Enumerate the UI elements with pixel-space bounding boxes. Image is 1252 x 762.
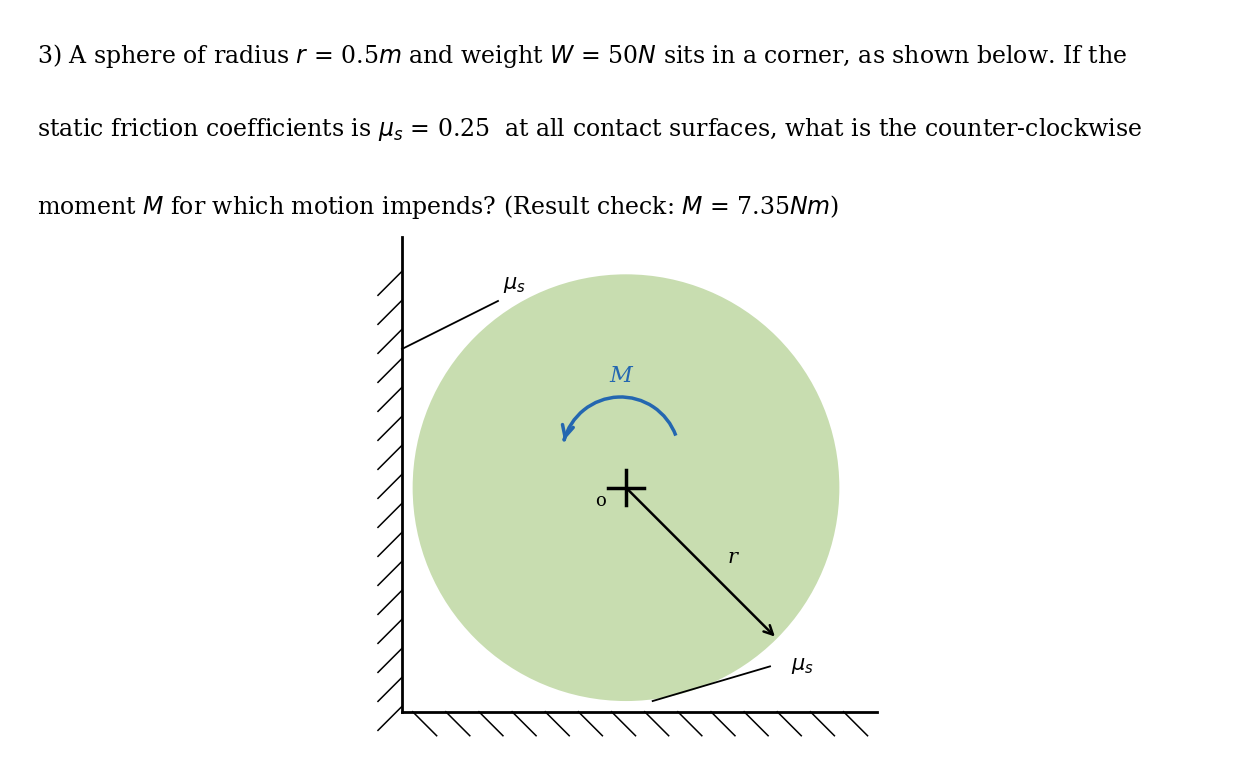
Circle shape bbox=[413, 274, 839, 701]
Text: 3) A sphere of radius $r$ = 0.5$m$ and weight $W$ = 50$N$ sits in a corner, as s: 3) A sphere of radius $r$ = 0.5$m$ and w… bbox=[38, 43, 1127, 70]
Text: $\mu_s$: $\mu_s$ bbox=[502, 275, 526, 295]
Text: $\mu_s$: $\mu_s$ bbox=[790, 656, 814, 677]
Text: r: r bbox=[727, 548, 737, 566]
Text: o: o bbox=[595, 492, 606, 510]
Text: M: M bbox=[610, 365, 632, 386]
Text: moment $M$ for which motion impends? (Result check: $M$ = 7.35$Nm$): moment $M$ for which motion impends? (Re… bbox=[38, 194, 839, 221]
Text: static friction coefficients is $\mu_s$ = 0.25  at all contact surfaces, what is: static friction coefficients is $\mu_s$ … bbox=[38, 116, 1142, 143]
